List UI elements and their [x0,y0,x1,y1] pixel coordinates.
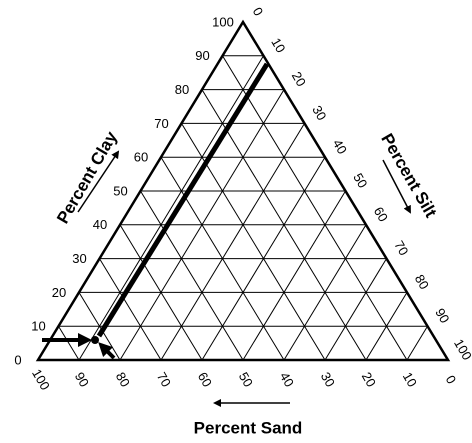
silt-tick-label: 30 [309,103,329,123]
grid-line [324,258,387,361]
point [91,336,99,344]
sand-tick-label: 30 [318,369,338,389]
clay-tick-label: 20 [52,285,66,300]
clay-tick-label: 0 [14,352,21,367]
clay-tick-label: 90 [195,48,209,63]
sand-tick-label: 80 [113,369,133,389]
silt-tick-label: 40 [330,137,350,157]
clay-title: Percent Clay [53,128,121,227]
arrow-bottom [98,342,116,360]
silt-title: Percent Silt [377,130,440,221]
sand-tick-label: 70 [154,369,174,389]
sand-tick-label: 10 [400,369,420,389]
silt-tick-label: 10 [268,35,288,55]
grid-line [58,325,80,361]
silt-tick-label: 70 [391,238,411,258]
grid-line [78,292,121,361]
silt-tick-label: 20 [289,69,309,89]
clay-tick-label: 100 [212,14,234,29]
clay-tick-label: 50 [113,183,127,198]
sand-tick-label: 40 [277,369,297,389]
clay-tick-label: 80 [175,82,189,97]
grid-line [78,55,264,361]
clay-arrow [77,150,120,213]
silt-tick-label: 0 [250,5,267,19]
sand-tick-label: 20 [359,369,379,389]
grid-line [99,258,162,361]
grid-line [242,190,346,361]
thick-line [96,62,270,338]
clay-tick-label: 40 [93,217,107,232]
sand-tick-label: 90 [72,369,92,389]
grid-line [222,55,408,361]
grid-line [160,123,305,361]
grid-line [365,292,408,361]
sand-tick-label: 60 [195,369,215,389]
silt-tick-label: 60 [371,204,391,224]
clay-tick-label: 10 [31,319,45,334]
silt-tick-label: 50 [350,170,370,190]
sand-tick-label: 100 [29,366,53,392]
grid-line [119,224,203,361]
sand-title: Percent Sand [194,418,303,437]
triangle [35,19,451,362]
grid-line [140,190,244,361]
clay-tick-label: 30 [72,251,86,266]
clay-tick-label: 60 [134,150,148,165]
grid-line [283,224,367,361]
clay-tick-label: 70 [154,116,168,131]
silt-tick-label: 80 [412,272,432,292]
sand-tick-label: 50 [236,369,256,389]
sand-tick-label: 0 [443,373,460,387]
silt-tick-label: 90 [432,306,452,326]
grid-line [181,123,326,361]
silt-tick-label: 100 [451,336,472,362]
grid [58,55,428,361]
grid-line [406,325,428,361]
silt-arrow [382,159,411,214]
